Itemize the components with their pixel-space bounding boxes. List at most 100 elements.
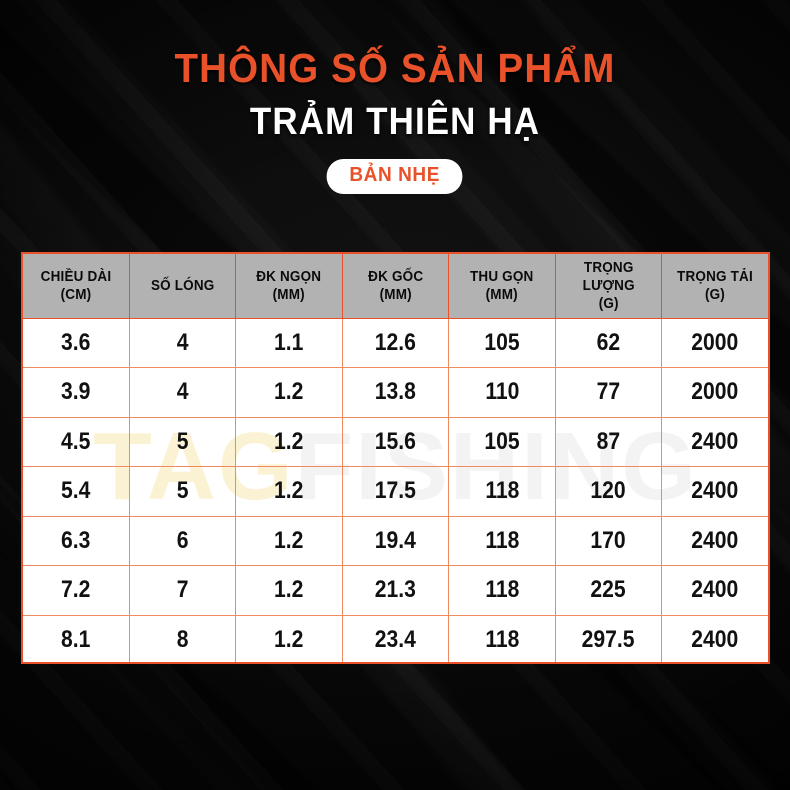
cell-so-long: 5: [129, 417, 237, 467]
cell-value: 1.2: [274, 378, 304, 406]
badge-row: BẢN NHẸ: [0, 159, 790, 194]
col-header-line2: (MM): [272, 286, 306, 303]
table-row: 4.5 5 1.2 15.6 105 87 2400: [23, 417, 768, 467]
cell-trong-luong: 120: [555, 466, 663, 517]
cell-value: 1.2: [274, 576, 304, 604]
cell-value: 2400: [691, 526, 739, 554]
cell-trong-tai: 2400: [661, 466, 768, 517]
spec-table-body: 3.6 4 1.1 12.6 105 62 2000 3.9 4 1.2 13.…: [23, 318, 768, 662]
col-header-dk-ngon: ĐK NGỌN (MM): [235, 254, 343, 319]
cell-value: 8: [176, 626, 189, 653]
cell-dk-goc: 19.4: [342, 516, 450, 566]
cell-value: 7.2: [61, 576, 91, 604]
col-header-line2: (MM): [379, 286, 412, 303]
col-header-trong-tai: TRỌNG TẢI (G): [661, 254, 768, 319]
table-row: 3.6 4 1.1 12.6 105 62 2000: [23, 318, 768, 368]
cell-value: 19.4: [374, 526, 417, 554]
cell-value: 4.5: [61, 427, 91, 455]
cell-chieu-dai: 4.5: [23, 417, 130, 467]
cell-value: 87: [596, 427, 621, 455]
cell-value: 2400: [691, 626, 739, 653]
col-header-trong-luong: TRỌNG LƯỢNG (G): [555, 254, 663, 319]
cell-value: 110: [484, 378, 519, 406]
cell-value: 2000: [691, 378, 739, 406]
cell-thu-gon: 110: [448, 367, 556, 418]
cell-value: 3.9: [61, 378, 91, 406]
cell-dk-ngon: 1.2: [235, 615, 343, 662]
cell-value: 118: [484, 626, 519, 653]
cell-so-long: 4: [129, 318, 237, 368]
cell-dk-goc: 23.4: [342, 615, 450, 662]
header-block: THÔNG SỐ SẢN PHẨM TRẢM THIÊN HẠ BẢN NHẸ: [0, 48, 790, 194]
cell-chieu-dai: 3.9: [23, 367, 130, 418]
col-header-line1: TRỌNG LƯỢNG: [582, 259, 635, 294]
cell-value: 1.2: [274, 427, 304, 455]
cell-thu-gon: 118: [448, 565, 556, 616]
page-title: THÔNG SỐ SẢN PHẨM: [174, 45, 616, 91]
cell-so-long: 6: [129, 516, 237, 566]
cell-chieu-dai: 6.3: [23, 516, 130, 566]
cell-value: 1.2: [274, 477, 304, 505]
col-header-line2: (G): [598, 295, 619, 312]
cell-value: 118: [484, 477, 519, 505]
cell-chieu-dai: 5.4: [23, 466, 130, 517]
cell-trong-tai: 2400: [661, 417, 768, 467]
variant-badge: BẢN NHẸ: [326, 159, 464, 194]
cell-value: 4: [176, 328, 189, 356]
cell-value: 1.2: [274, 626, 304, 653]
cell-value: 6.3: [61, 526, 91, 554]
spec-table-frame: TAGFISHING CHIỀU DÀI (CM) SỐ LÓNG ĐK NGỌ…: [21, 252, 770, 664]
cell-dk-ngon: 1.2: [235, 367, 343, 418]
cell-so-long: 5: [129, 466, 237, 517]
cell-value: 2400: [691, 576, 739, 604]
cell-dk-goc: 21.3: [342, 565, 450, 616]
cell-dk-goc: 13.8: [342, 367, 450, 418]
page-subtitle: TRẢM THIÊN HẠ: [249, 101, 541, 143]
cell-value: 12.6: [374, 328, 417, 356]
cell-value: 15.6: [374, 427, 417, 455]
cell-trong-tai: 2400: [661, 516, 768, 566]
cell-trong-luong: 170: [555, 516, 663, 566]
cell-value: 7: [176, 576, 189, 604]
cell-trong-luong: 77: [555, 367, 663, 418]
col-header-dk-goc: ĐK GỐC (MM): [342, 254, 450, 319]
cell-thu-gon: 118: [448, 615, 556, 662]
col-header-line1: ĐK NGỌN: [256, 268, 322, 285]
col-header-line1: TRỌNG TẢI: [677, 268, 753, 285]
cell-dk-ngon: 1.2: [235, 417, 343, 467]
cell-value: 1.2: [274, 526, 304, 554]
cell-value: 23.4: [374, 626, 417, 653]
cell-value: 6: [176, 526, 189, 554]
cell-value: 118: [484, 526, 519, 554]
cell-value: 5: [176, 477, 189, 505]
cell-thu-gon: 105: [448, 318, 556, 368]
cell-value: 5.4: [61, 477, 91, 505]
table-row: 3.9 4 1.2 13.8 110 77 2000: [23, 367, 768, 418]
cell-value: 225: [590, 576, 626, 604]
cell-chieu-dai: 7.2: [23, 565, 130, 616]
cell-value: 4: [176, 378, 189, 406]
cell-thu-gon: 118: [448, 466, 556, 517]
cell-dk-goc: 12.6: [342, 318, 450, 368]
cell-trong-tai: 2400: [661, 565, 768, 616]
col-header-line2: (MM): [485, 286, 518, 303]
cell-so-long: 8: [129, 615, 237, 662]
spec-table: CHIỀU DÀI (CM) SỐ LÓNG ĐK NGỌN (MM) ĐK G…: [23, 254, 768, 662]
cell-value: 120: [590, 477, 626, 505]
cell-thu-gon: 105: [448, 417, 556, 467]
cell-value: 8.1: [61, 626, 91, 653]
table-row: 7.2 7 1.2 21.3 118 225 2400: [23, 565, 768, 616]
cell-value: 17.5: [374, 477, 417, 505]
cell-trong-tai: 2000: [661, 318, 768, 368]
col-header-line2: (CM): [60, 286, 92, 303]
cell-trong-tai: 2000: [661, 367, 768, 418]
cell-dk-ngon: 1.2: [235, 565, 343, 616]
cell-so-long: 4: [129, 367, 237, 418]
cell-so-long: 7: [129, 565, 237, 616]
col-header-so-long: SỐ LÓNG: [129, 254, 237, 319]
cell-thu-gon: 118: [448, 516, 556, 566]
cell-value: 3.6: [61, 328, 91, 356]
table-row: 5.4 5 1.2 17.5 118 120 2400: [23, 466, 768, 517]
cell-value: 118: [484, 576, 519, 604]
